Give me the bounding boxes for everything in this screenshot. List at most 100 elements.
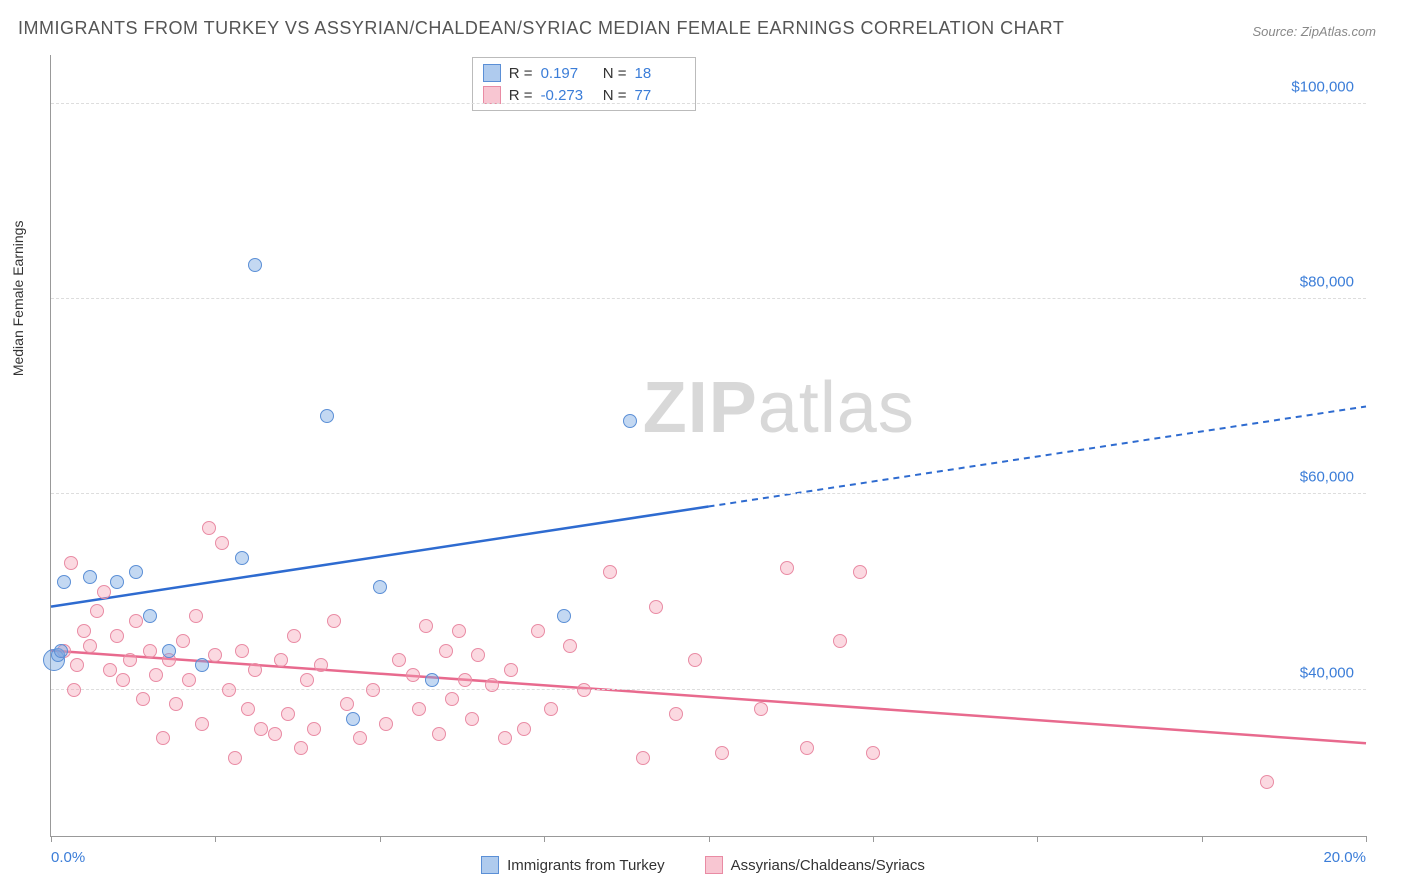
data-point xyxy=(445,692,459,706)
data-point xyxy=(563,639,577,653)
legend-item: Assyrians/Chaldeans/Syriacs xyxy=(705,856,925,874)
plot-area: ZIPatlas R =0.197 N =18R =-0.273 N =77 $… xyxy=(50,55,1366,837)
data-point xyxy=(90,604,104,618)
data-point xyxy=(281,707,295,721)
data-point xyxy=(517,722,531,736)
data-point xyxy=(320,409,334,423)
stat-n-label: N = xyxy=(599,65,627,82)
data-point xyxy=(143,609,157,623)
data-point xyxy=(136,692,150,706)
swatch-pink xyxy=(705,856,723,874)
data-point xyxy=(300,673,314,687)
data-point xyxy=(623,414,637,428)
data-point xyxy=(649,600,663,614)
data-point xyxy=(307,722,321,736)
data-point xyxy=(129,614,143,628)
data-point xyxy=(366,683,380,697)
x-tick xyxy=(544,836,545,842)
data-point xyxy=(67,683,81,697)
swatch-pink xyxy=(483,86,501,104)
swatch-blue xyxy=(483,64,501,82)
x-tick xyxy=(51,836,52,842)
data-point xyxy=(195,717,209,731)
data-point xyxy=(669,707,683,721)
gridline xyxy=(51,493,1366,494)
stat-n-value: 18 xyxy=(635,65,685,82)
x-tick xyxy=(1366,836,1367,842)
gridline xyxy=(51,103,1366,104)
data-point xyxy=(162,644,176,658)
data-point xyxy=(425,673,439,687)
data-point xyxy=(833,634,847,648)
data-point xyxy=(314,658,328,672)
data-point xyxy=(603,565,617,579)
data-point xyxy=(465,712,479,726)
y-tick-label: $100,000 xyxy=(1291,78,1354,95)
data-point xyxy=(235,644,249,658)
source-label: Source: ZipAtlas.com xyxy=(1252,24,1376,39)
data-point xyxy=(485,678,499,692)
data-point xyxy=(208,648,222,662)
data-point xyxy=(780,561,794,575)
data-point xyxy=(392,653,406,667)
legend-label: Immigrants from Turkey xyxy=(507,857,665,874)
data-point xyxy=(110,575,124,589)
y-tick-label: $40,000 xyxy=(1300,664,1354,681)
data-point xyxy=(228,751,242,765)
legend-stat-row: R =0.197 N =18 xyxy=(483,62,685,84)
data-point xyxy=(110,629,124,643)
data-point xyxy=(412,702,426,716)
data-point xyxy=(189,609,203,623)
data-point xyxy=(636,751,650,765)
data-point xyxy=(129,565,143,579)
trend-line-pink xyxy=(51,651,1366,744)
data-point xyxy=(103,663,117,677)
data-point xyxy=(353,731,367,745)
data-point xyxy=(853,565,867,579)
data-point xyxy=(97,585,111,599)
trend-lines xyxy=(51,55,1366,836)
data-point xyxy=(577,683,591,697)
x-tick xyxy=(1202,836,1203,842)
data-point xyxy=(1260,775,1274,789)
data-point xyxy=(715,746,729,760)
data-point xyxy=(373,580,387,594)
stat-r-value: 0.197 xyxy=(541,65,591,82)
data-point xyxy=(688,653,702,667)
trend-line-blue-dashed xyxy=(709,406,1367,506)
data-point xyxy=(379,717,393,731)
data-point xyxy=(254,722,268,736)
data-point xyxy=(419,619,433,633)
data-point xyxy=(176,634,190,648)
x-tick xyxy=(1037,836,1038,842)
data-point xyxy=(195,658,209,672)
data-point xyxy=(83,639,97,653)
data-point xyxy=(77,624,91,638)
data-point xyxy=(215,536,229,550)
data-point xyxy=(274,653,288,667)
data-point xyxy=(340,697,354,711)
data-point xyxy=(866,746,880,760)
data-point xyxy=(458,673,472,687)
data-point xyxy=(268,727,282,741)
data-point xyxy=(346,712,360,726)
data-point xyxy=(182,673,196,687)
x-tick xyxy=(215,836,216,842)
data-point xyxy=(241,702,255,716)
stat-r-label: R = xyxy=(509,87,533,104)
data-point xyxy=(222,683,236,697)
legend-item: Immigrants from Turkey xyxy=(481,856,665,874)
data-point xyxy=(294,741,308,755)
data-point xyxy=(754,702,768,716)
chart-title: IMMIGRANTS FROM TURKEY VS ASSYRIAN/CHALD… xyxy=(18,18,1064,39)
data-point xyxy=(123,653,137,667)
data-point xyxy=(83,570,97,584)
x-tick xyxy=(873,836,874,842)
data-point xyxy=(54,644,68,658)
y-tick-label: $80,000 xyxy=(1300,274,1354,291)
data-point xyxy=(498,731,512,745)
gridline xyxy=(51,298,1366,299)
data-point xyxy=(327,614,341,628)
legend-label: Assyrians/Chaldeans/Syriacs xyxy=(731,857,925,874)
data-point xyxy=(143,644,157,658)
